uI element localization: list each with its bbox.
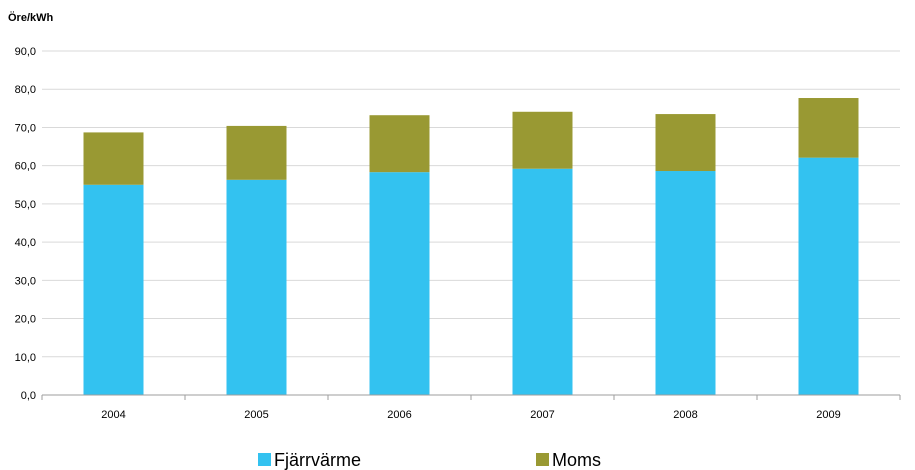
gridlines bbox=[42, 50, 900, 358]
y-tick-label: 30,0 bbox=[15, 275, 36, 287]
x-axis bbox=[41, 394, 901, 400]
y-axis-unit-label: Öre/kWh bbox=[8, 11, 54, 24]
bar-segment bbox=[369, 172, 430, 395]
x-tick-label: 2005 bbox=[244, 409, 268, 421]
bar-segment bbox=[512, 111, 573, 169]
bar-segment bbox=[226, 179, 287, 395]
legend-label: Moms bbox=[552, 450, 601, 470]
legend-swatch bbox=[258, 453, 271, 466]
y-tick-label: 60,0 bbox=[15, 161, 36, 173]
bar-segment bbox=[655, 171, 716, 395]
bar-segment bbox=[655, 114, 716, 172]
y-tick-label: 80,0 bbox=[15, 84, 36, 96]
y-axis-ticks: 0,0 10,0 20,0 30,0 40,0 50,0 60,0 70,0 80,0 90,0 bbox=[15, 46, 36, 402]
legend-swatch bbox=[536, 453, 549, 466]
x-tick-label: 2009 bbox=[816, 409, 840, 421]
legend-label: Fjärrvärme bbox=[274, 450, 361, 470]
legend: Fjärrvärme Moms bbox=[258, 450, 601, 470]
bars-group bbox=[83, 98, 859, 395]
y-tick-label: 50,0 bbox=[15, 199, 36, 211]
x-tick-label: 2008 bbox=[673, 409, 697, 421]
x-tick-label: 2006 bbox=[387, 409, 411, 421]
bar-segment bbox=[798, 157, 859, 395]
y-tick-label: 0,0 bbox=[21, 390, 36, 402]
y-tick-label: 90,0 bbox=[15, 46, 36, 58]
y-tick-label: 40,0 bbox=[15, 237, 36, 249]
bar-segment bbox=[512, 168, 573, 395]
bar-segment bbox=[798, 98, 859, 158]
y-tick-label: 20,0 bbox=[15, 314, 36, 326]
y-tick-label: 10,0 bbox=[15, 352, 36, 364]
x-tick-label: 2007 bbox=[530, 409, 554, 421]
bar-segment bbox=[369, 115, 430, 173]
y-tick-label: 70,0 bbox=[15, 122, 36, 134]
bar-segment bbox=[83, 132, 144, 185]
bar-segment bbox=[226, 125, 287, 180]
x-axis-ticks: 2004 2005 2006 2007 2008 2009 bbox=[101, 409, 840, 421]
bar-segment bbox=[83, 184, 144, 395]
x-tick-label: 2004 bbox=[101, 409, 125, 421]
